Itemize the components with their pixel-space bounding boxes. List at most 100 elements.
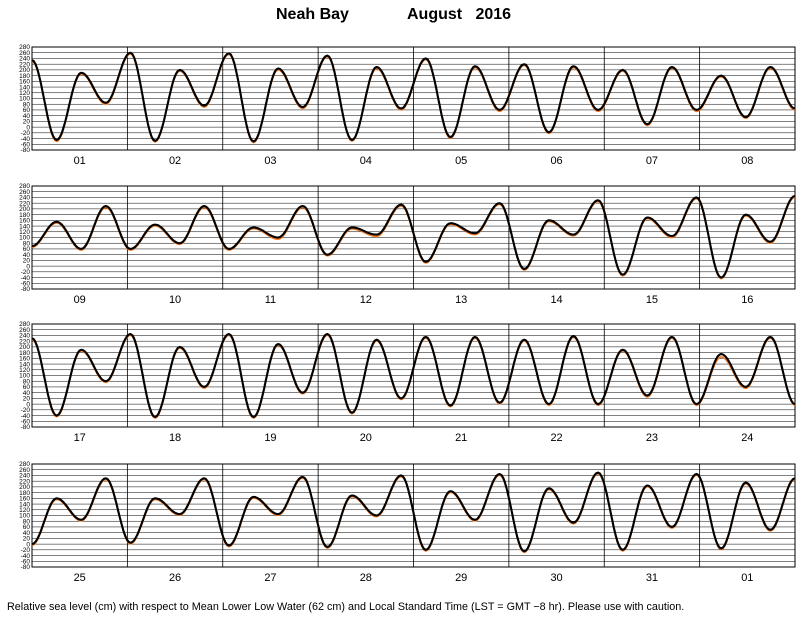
y-tick-label: -20 — [21, 407, 31, 414]
y-tick-label: -20 — [21, 547, 31, 554]
y-tick-label: 280 — [19, 321, 30, 328]
day-label: 14 — [550, 294, 562, 306]
y-tick-label: -20 — [21, 269, 31, 276]
y-tick-label: 60 — [23, 384, 31, 391]
day-label: 07 — [646, 155, 658, 167]
y-tick-label: 100 — [19, 513, 30, 520]
y-tick-label: 60 — [23, 246, 31, 253]
y-tick-label: 80 — [23, 240, 31, 247]
y-tick-label: 0 — [26, 263, 30, 270]
y-tick-label: -60 — [21, 141, 31, 148]
y-tick-label: 20 — [23, 536, 31, 543]
y-tick-label: 260 — [19, 467, 30, 474]
tide-panel-2: 280260240220200180160140120100806040200-… — [19, 183, 796, 306]
y-tick-label: 280 — [19, 461, 30, 468]
day-label: 04 — [360, 155, 372, 167]
y-tick-label: 40 — [23, 390, 31, 397]
month-year: August 2016 — [407, 6, 512, 23]
y-tick-label: 40 — [23, 252, 31, 259]
y-tick-label: 280 — [19, 44, 30, 51]
day-label: 24 — [741, 432, 753, 444]
day-label: 11 — [265, 294, 276, 306]
y-tick-label: 20 — [23, 396, 31, 403]
y-tick-label: 120 — [19, 90, 30, 97]
y-tick-label: 220 — [19, 338, 30, 345]
y-tick-label: -20 — [21, 130, 31, 137]
day-label: 20 — [360, 432, 372, 444]
y-tick-label: 40 — [23, 530, 31, 537]
plot-frame — [31, 46, 796, 151]
y-tick-label: 260 — [19, 327, 30, 334]
y-tick-label: 0 — [26, 124, 30, 131]
y-tick-label: 220 — [19, 200, 30, 207]
y-tick-label: 200 — [19, 67, 30, 74]
y-tick-label: 20 — [23, 258, 31, 265]
y-tick-label: 180 — [19, 73, 30, 80]
y-tick-label: 240 — [19, 56, 30, 63]
observed-series-line — [32, 332, 795, 419]
y-tick-label: 100 — [19, 373, 30, 380]
y-tick-label: 200 — [19, 344, 30, 351]
y-tick-label: 0 — [26, 541, 30, 548]
y-tick-label: -80 — [21, 286, 31, 293]
y-tick-label: 180 — [19, 212, 30, 219]
y-tick-label: -40 — [21, 553, 31, 560]
day-label: 03 — [264, 155, 276, 167]
day-label: 22 — [550, 432, 562, 444]
plot-frame — [31, 185, 796, 290]
day-label: 26 — [169, 572, 181, 584]
y-tick-label: 140 — [19, 501, 30, 508]
y-tick-label: 80 — [23, 518, 31, 525]
day-label: 06 — [550, 155, 562, 167]
y-tick-label: 100 — [19, 235, 30, 242]
y-tick-label: 80 — [23, 101, 31, 108]
y-tick-label: -40 — [21, 136, 31, 143]
day-label: 15 — [646, 294, 658, 306]
y-tick-label: 120 — [19, 229, 30, 236]
observed-series-line — [32, 471, 795, 553]
y-tick-label: 0 — [26, 401, 30, 408]
y-tick-label: 20 — [23, 119, 31, 126]
y-tick-label: 140 — [19, 223, 30, 230]
day-label: 08 — [741, 155, 753, 167]
observed-series-line — [32, 195, 795, 279]
y-tick-label: 140 — [19, 84, 30, 91]
day-label: 13 — [455, 294, 467, 306]
y-tick-label: 160 — [19, 218, 30, 225]
day-label: 31 — [646, 572, 658, 584]
plot-frame — [31, 463, 796, 568]
y-tick-label: 140 — [19, 361, 30, 368]
tide-panel-4: 280260240220200180160140120100806040200-… — [19, 461, 796, 584]
y-tick-label: -40 — [21, 275, 31, 282]
y-tick-label: 260 — [19, 189, 30, 196]
day-label: 17 — [74, 432, 86, 444]
y-tick-label: 180 — [19, 490, 30, 497]
y-tick-label: 160 — [19, 356, 30, 363]
y-tick-label: -60 — [21, 418, 31, 425]
day-label: 29 — [455, 572, 467, 584]
day-label: 10 — [169, 294, 181, 306]
day-label: 30 — [550, 572, 562, 584]
station-name: Neah Bay — [276, 6, 349, 23]
y-tick-label: 220 — [19, 478, 30, 485]
day-label: 28 — [360, 572, 372, 584]
day-label: 19 — [264, 432, 276, 444]
y-tick-label: 240 — [19, 195, 30, 202]
y-tick-label: 260 — [19, 50, 30, 57]
tide-panel-3: 280260240220200180160140120100806040200-… — [19, 321, 796, 444]
y-tick-label: -80 — [21, 564, 31, 571]
y-tick-label: -60 — [21, 558, 31, 565]
y-tick-label: 200 — [19, 206, 30, 213]
y-tick-label: -80 — [21, 147, 31, 154]
day-label: 21 — [455, 432, 467, 444]
y-tick-label: 280 — [19, 183, 30, 190]
chart-title: Neah Bay August 2016 — [0, 6, 800, 28]
y-tick-label: -80 — [21, 424, 31, 431]
tide-panel-1: 280260240220200180160140120100806040200-… — [19, 44, 796, 167]
footer-caption: Relative sea level (cm) with respect to … — [7, 601, 685, 613]
y-tick-label: 200 — [19, 484, 30, 491]
y-tick-label: 180 — [19, 350, 30, 357]
observed-series-line — [32, 51, 795, 143]
day-label: 09 — [74, 294, 86, 306]
